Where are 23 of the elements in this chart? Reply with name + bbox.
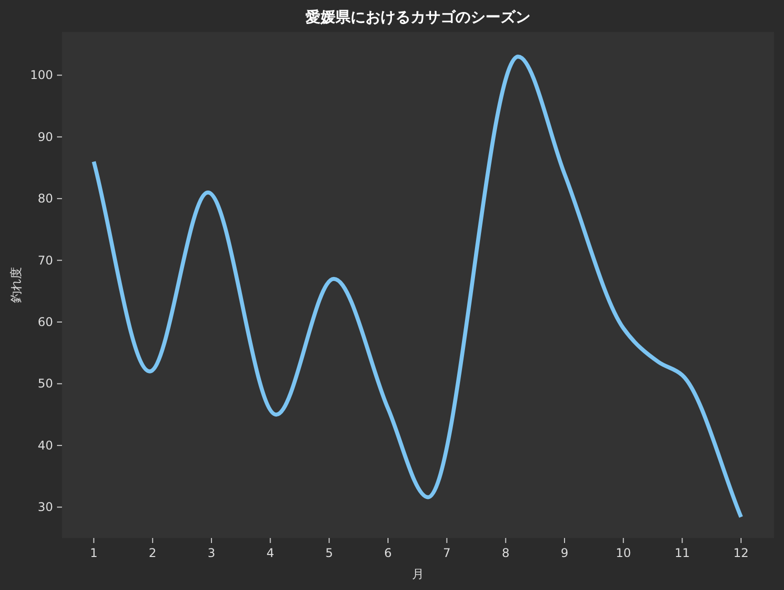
y-tick-label: 60	[38, 315, 53, 330]
y-tick-label: 80	[38, 192, 53, 206]
x-tick-label: 5	[325, 546, 333, 560]
x-tick-label: 10	[616, 546, 632, 560]
x-tick-label: 6	[384, 546, 392, 560]
x-axis-title: 月	[412, 567, 424, 581]
x-tick-label: 11	[674, 546, 690, 560]
y-tick-label: 100	[30, 68, 53, 82]
y-tick-label: 30	[38, 500, 53, 514]
x-tick-label: 12	[733, 546, 749, 560]
x-tick-label: 9	[560, 546, 568, 560]
x-tick-label: 2	[148, 546, 156, 560]
chart-title: 愛媛県におけるカサゴのシーズン	[306, 8, 530, 26]
x-tick-label: 4	[266, 546, 274, 560]
x-tick-label: 7	[443, 546, 451, 560]
y-tick-label: 70	[38, 253, 53, 268]
x-tick-label: 8	[502, 546, 510, 560]
y-tick-label: 40	[38, 438, 53, 452]
y-axis-title: 釣れ度	[9, 267, 23, 303]
y-tick-label: 50	[38, 376, 53, 391]
y-tick-label: 90	[38, 130, 53, 144]
x-tick-label: 1	[90, 546, 98, 560]
x-tick-label: 3	[208, 546, 216, 560]
